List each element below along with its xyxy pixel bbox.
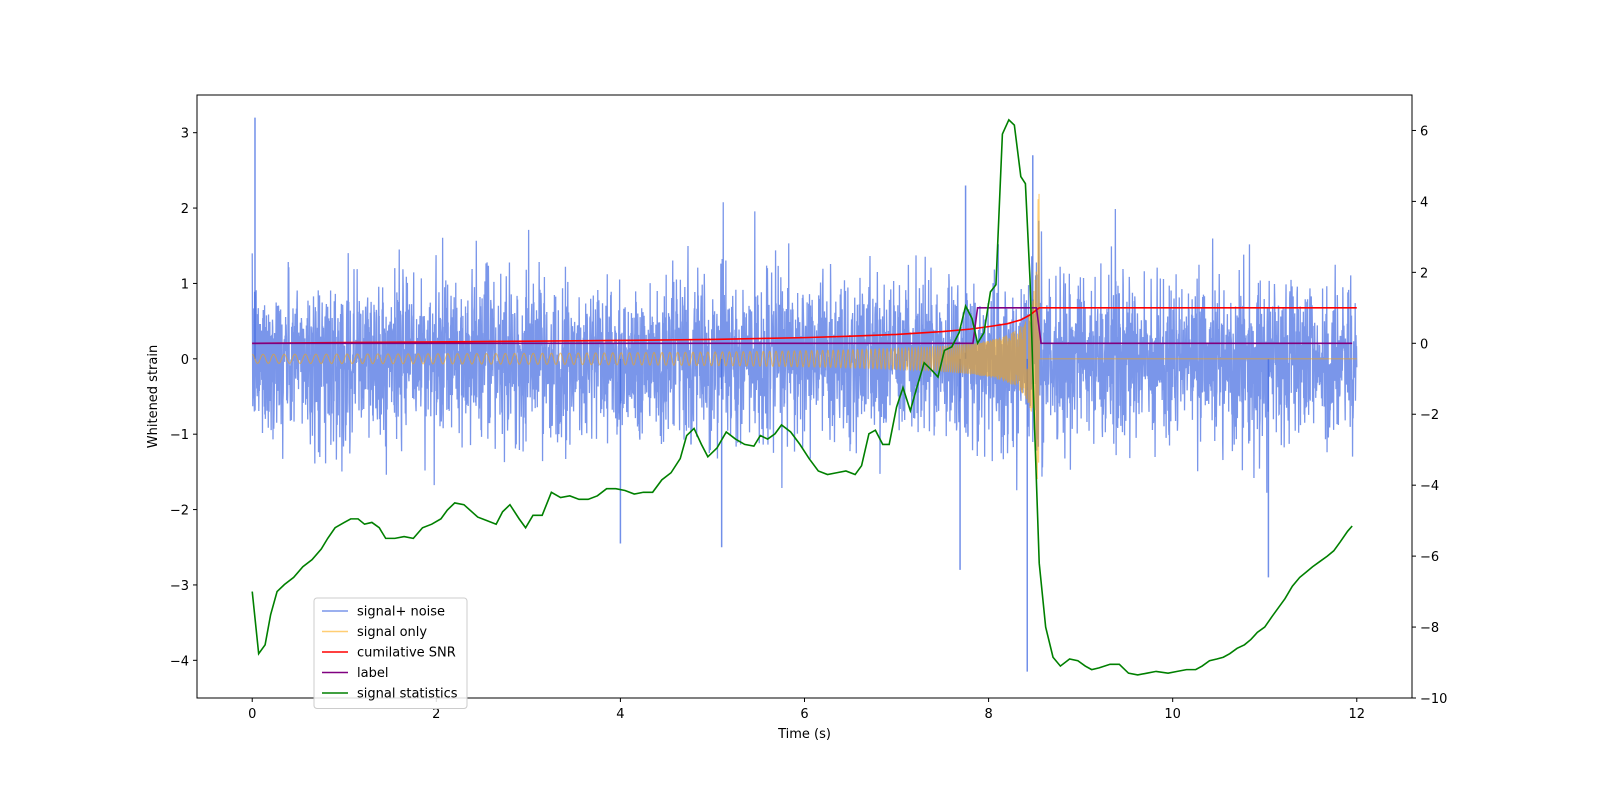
x-tick-label: 2 [432, 707, 440, 722]
x-tick-label: 6 [800, 707, 808, 722]
x-axis-ticks: 0 2 4 6 8 10 12 [248, 698, 1365, 722]
y-tick-label: 0 [181, 353, 189, 368]
y-tick-label: −3 [170, 579, 189, 594]
series-signal-statistics-line [251, 118, 1353, 676]
legend-label: signal only [357, 625, 427, 640]
legend-box [313, 597, 468, 709]
y2-tick-label: 0 [1420, 337, 1428, 352]
y-tick-label: −4 [170, 654, 189, 669]
y2-tick-label: −6 [1420, 550, 1439, 565]
y-axis-label: Whitened strain [146, 345, 161, 448]
series-cumilative-snr-line [252, 307, 1357, 345]
legend-label: cumilative SNR [357, 646, 456, 661]
y-tick-label: 3 [181, 127, 189, 142]
x-axis-label: Time (s) [777, 727, 831, 742]
y2-axis-ticks: −10 −8 −6 −4 −2 0 2 4 6 [1412, 124, 1447, 707]
series-signal-only-line [252, 193, 1357, 480]
plot-area [251, 117, 1358, 676]
legend-label: label [357, 666, 388, 681]
y-tick-label: −2 [170, 504, 189, 519]
x-tick-label: 12 [1348, 707, 1365, 722]
y-tick-label: 1 [181, 277, 189, 292]
series-signal-noise-line [251, 202, 1358, 493]
x-tick-label: 4 [616, 707, 624, 722]
y-axis-ticks: −4 −3 −2 −1 0 1 2 3 [170, 127, 197, 669]
x-tick-label: 8 [984, 707, 992, 722]
legend: signal+ noise signal only cumilative SNR la… [313, 597, 468, 709]
y-tick-label: −1 [170, 428, 189, 443]
x-tick-label: 10 [1164, 707, 1181, 722]
x-tick-label: 0 [248, 707, 256, 722]
y2-tick-label: 4 [1420, 195, 1428, 210]
y2-tick-label: −4 [1420, 479, 1439, 494]
legend-label: signal+ noise [357, 605, 445, 620]
y2-tick-label: 2 [1420, 266, 1428, 281]
y2-tick-label: 6 [1420, 124, 1428, 139]
y-tick-label: 2 [181, 202, 189, 217]
y2-tick-label: −2 [1420, 408, 1439, 423]
legend-label: signal statistics [357, 687, 458, 702]
y2-tick-label: −10 [1420, 692, 1447, 707]
series-label-line [252, 307, 1353, 345]
y2-tick-label: −8 [1420, 621, 1439, 636]
